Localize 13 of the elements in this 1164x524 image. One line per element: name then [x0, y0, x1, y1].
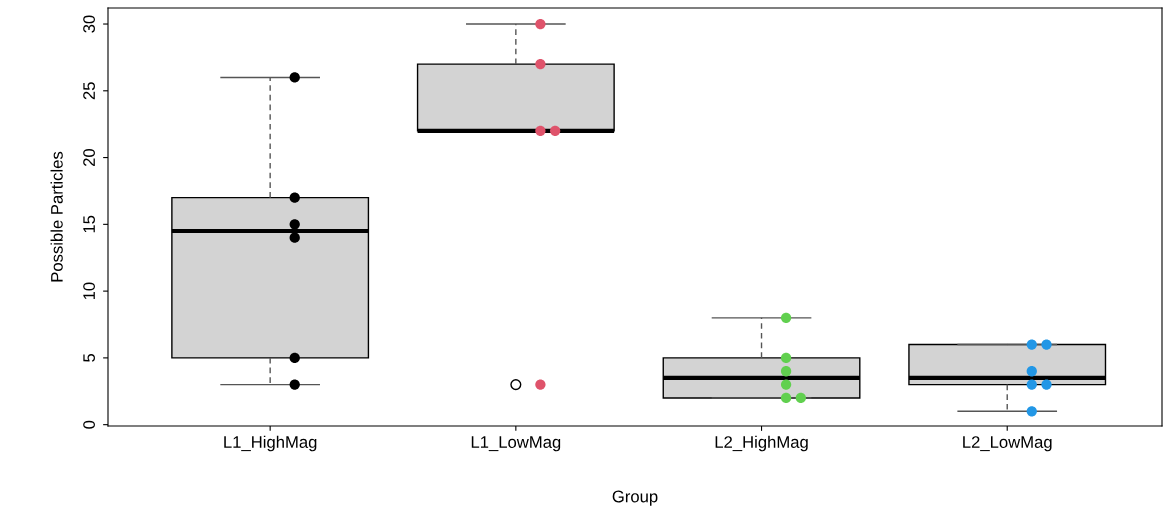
y-tick-label: 10	[83, 282, 95, 300]
x-tick-label: L1_LowMag	[471, 436, 561, 452]
y-tick-label: 20	[83, 148, 95, 166]
x-tick-label: L2_HighMag	[715, 435, 808, 452]
y-tick-label: 15	[83, 215, 95, 233]
y-tick-label: 30	[83, 15, 95, 33]
y-tick-label: 25	[83, 82, 95, 100]
y-tick-label: 5	[83, 353, 95, 362]
x-tick-label: L2_LowMag	[963, 436, 1052, 452]
x-axis-title: Group	[612, 490, 658, 506]
y-tick-label: 0	[83, 420, 95, 429]
x-tick-label: L1_HighMag	[224, 435, 317, 452]
y-axis-title: Possible Particles	[50, 151, 63, 282]
